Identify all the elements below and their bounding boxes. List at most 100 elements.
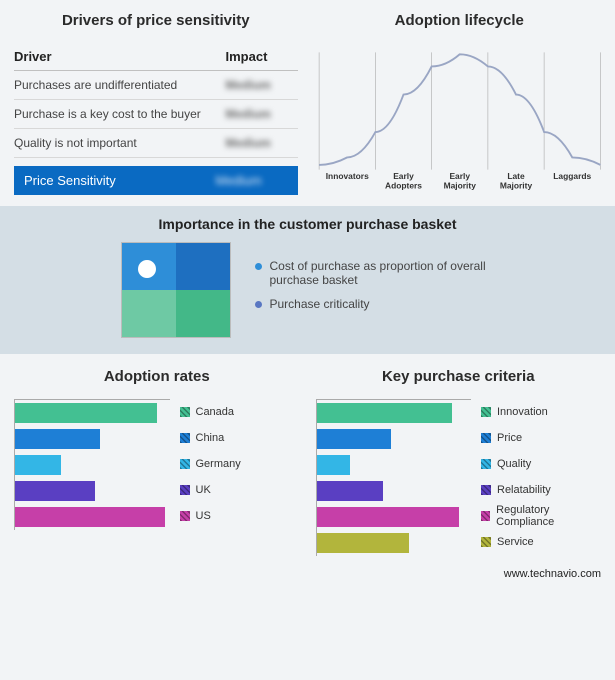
legend-label: Regulatory Compliance — [496, 504, 601, 528]
legend-swatch-icon — [180, 407, 190, 417]
lifecycle-axis-labels: InnovatorsEarlyAdoptersEarlyMajorityLate… — [325, 171, 591, 190]
adoption-rates-chart: Canada China Germany UK US — [14, 399, 300, 530]
importance-legend: Cost of purchase as proportion of overal… — [255, 259, 495, 321]
importance-quadrant — [121, 242, 231, 338]
drivers-row-impact: Medium — [226, 78, 298, 92]
lifecycle-category-label: Innovators — [325, 171, 368, 181]
drivers-summary-row: Price Sensitivity Medium — [14, 166, 298, 195]
legend-swatch-icon — [481, 407, 491, 417]
purchase-criteria-panel: Key purchase criteria Innovation Price Qua… — [316, 368, 602, 556]
bar-row — [317, 400, 472, 426]
legend-label: UK — [196, 484, 211, 496]
drivers-row-label: Quality is not important — [14, 136, 226, 150]
importance-legend-item: Cost of purchase as proportion of overal… — [255, 259, 495, 287]
legend-swatch-icon — [481, 511, 490, 521]
importance-legend-text: Cost of purchase as proportion of overal… — [270, 259, 495, 287]
legend-swatch-icon — [180, 459, 190, 469]
legend-item: Regulatory Compliance — [481, 503, 601, 529]
lifecycle-curve — [319, 54, 600, 165]
importance-marker-dot — [138, 260, 156, 278]
bottom-row: Adoption rates Canada China Germany UK US Ke… — [0, 354, 615, 560]
legend-label: Innovation — [497, 406, 548, 418]
drivers-summary-impact: Medium — [216, 173, 288, 188]
footer-source: www.technavio.com — [0, 560, 615, 580]
legend-item: US — [180, 503, 300, 529]
drivers-summary-label: Price Sensitivity — [24, 173, 216, 188]
adoption-rates-title: Adoption rates — [14, 368, 300, 385]
purchase-criteria-chart: Innovation Price Quality Relatability Regula… — [316, 399, 602, 556]
purchase-criteria-bars — [316, 399, 472, 556]
lifecycle-category-label: Majority — [499, 180, 532, 190]
legend-swatch-icon — [180, 485, 190, 495]
legend-item: UK — [180, 477, 300, 503]
legend-swatch-icon — [481, 459, 491, 469]
importance-body: Cost of purchase as proportion of overal… — [14, 242, 601, 338]
adoption-rates-bars — [14, 399, 170, 530]
legend-item: China — [180, 425, 300, 451]
drivers-rows: Purchases are undifferentiatedMediumPurc… — [14, 71, 298, 158]
legend-swatch-icon — [180, 511, 190, 521]
legend-bullet-icon — [255, 301, 262, 308]
bar — [317, 481, 383, 501]
bar-row — [317, 530, 472, 556]
drivers-row-impact: Medium — [226, 107, 298, 121]
bar-row — [15, 478, 170, 504]
drivers-row-impact: Medium — [226, 136, 298, 150]
legend-item: Price — [481, 425, 601, 451]
legend-bullet-icon — [255, 263, 262, 270]
legend-label: Relatability — [497, 484, 551, 496]
quadrant-cell-bl — [122, 290, 176, 337]
bar-row — [15, 400, 170, 426]
legend-swatch-icon — [180, 433, 190, 443]
bar-row — [15, 504, 170, 530]
legend-label: Germany — [196, 458, 241, 470]
bar — [15, 507, 165, 527]
bar — [15, 403, 157, 423]
drivers-table-header: Driver Impact — [14, 43, 298, 71]
legend-item: Canada — [180, 399, 300, 425]
legend-item: Innovation — [481, 399, 601, 425]
legend-item: Quality — [481, 451, 601, 477]
legend-item: Service — [481, 529, 601, 555]
bar — [317, 403, 453, 423]
top-row: Drivers of price sensitivity Driver Impa… — [0, 0, 615, 206]
bar-row — [15, 452, 170, 478]
bar — [317, 533, 410, 553]
importance-panel: Importance in the customer purchase bask… — [0, 206, 615, 354]
adoption-rates-legend: Canada China Germany UK US — [180, 399, 300, 530]
bar-row — [317, 504, 472, 530]
bar — [317, 507, 459, 527]
importance-legend-item: Purchase criticality — [255, 297, 495, 311]
lifecycle-panel: Adoption lifecycle InnovatorsEarlyAdopte… — [318, 12, 602, 198]
legend-item: Relatability — [481, 477, 601, 503]
bar-row — [317, 452, 472, 478]
drivers-title: Drivers of price sensitivity — [14, 12, 298, 29]
drivers-row: Quality is not importantMedium — [14, 129, 298, 158]
drivers-header-impact: Impact — [226, 49, 298, 64]
legend-item: Germany — [180, 451, 300, 477]
bar-row — [317, 478, 472, 504]
drivers-panel: Drivers of price sensitivity Driver Impa… — [14, 12, 298, 198]
legend-label: Canada — [196, 406, 235, 418]
legend-label: Quality — [497, 458, 531, 470]
lifecycle-title: Adoption lifecycle — [318, 12, 602, 29]
legend-label: US — [196, 510, 211, 522]
lifecycle-category-label: Laggards — [553, 171, 591, 181]
purchase-criteria-legend: Innovation Price Quality Relatability Regula… — [481, 399, 601, 556]
bar — [317, 429, 391, 449]
drivers-row-label: Purchase is a key cost to the buyer — [14, 107, 226, 121]
bar — [15, 481, 95, 501]
importance-legend-text: Purchase criticality — [270, 297, 370, 311]
legend-swatch-icon — [481, 433, 491, 443]
legend-label: Price — [497, 432, 522, 444]
legend-label: China — [196, 432, 225, 444]
quadrant-cell-tr — [176, 243, 230, 290]
purchase-criteria-title: Key purchase criteria — [316, 368, 602, 385]
drivers-row: Purchase is a key cost to the buyerMediu… — [14, 100, 298, 129]
importance-title: Importance in the customer purchase bask… — [14, 216, 601, 232]
drivers-row-label: Purchases are undifferentiated — [14, 78, 226, 92]
lifecycle-category-label: Majority — [443, 180, 476, 190]
drivers-header-driver: Driver — [14, 49, 226, 64]
quadrant-cell-br — [176, 290, 230, 337]
legend-swatch-icon — [481, 537, 491, 547]
